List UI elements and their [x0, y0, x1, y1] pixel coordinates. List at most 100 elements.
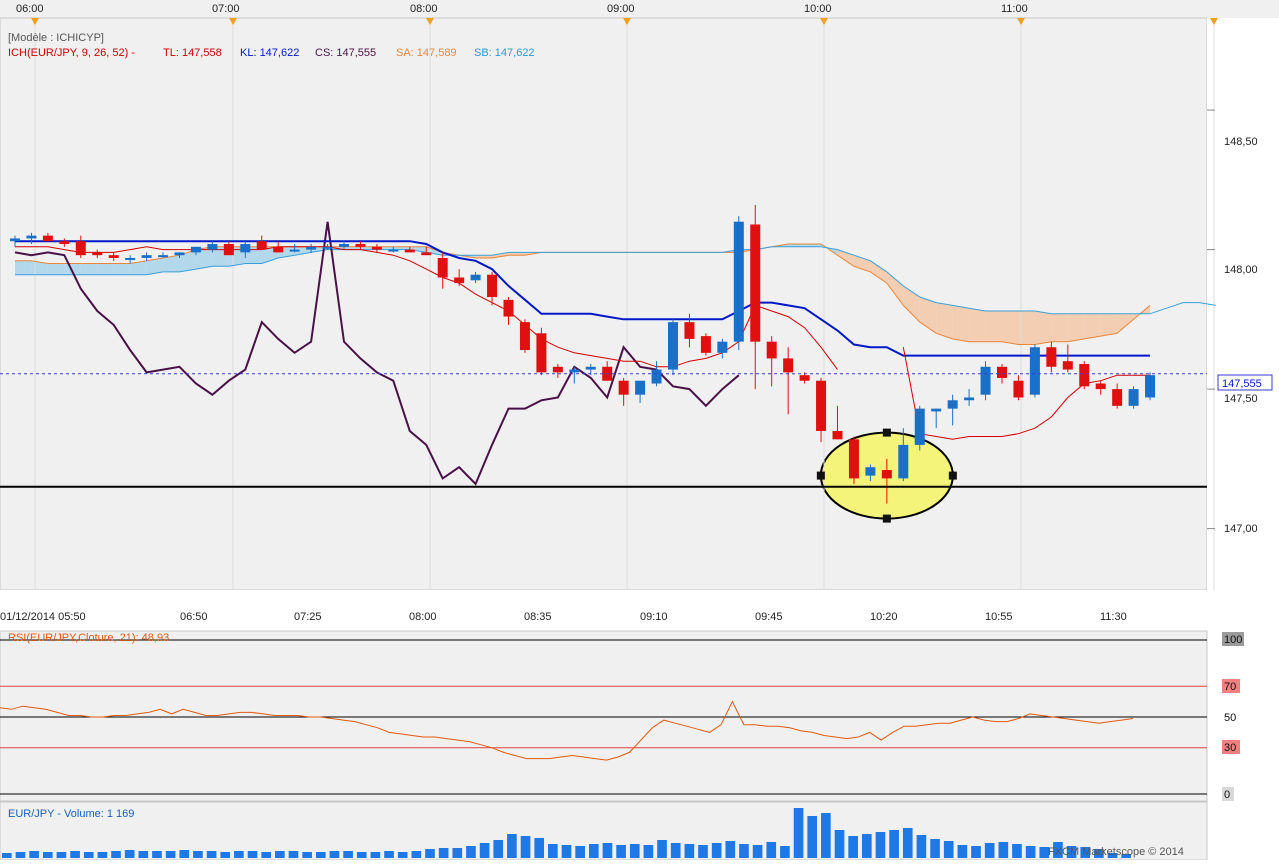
candle-body [125, 257, 136, 260]
ichimoku-cloud-segment [1133, 305, 1151, 320]
candle-body [503, 299, 514, 317]
candle-body [766, 341, 777, 359]
candle-body [733, 221, 744, 342]
volume-bar [861, 834, 872, 858]
candle-body [174, 252, 185, 256]
volume-bar [493, 840, 504, 858]
volume-bar [657, 840, 667, 858]
rsi-level-100-box [1222, 632, 1244, 646]
ichimoku-cloud-segment [837, 249, 854, 267]
candle-body [371, 246, 382, 250]
candle-body [1029, 347, 1040, 395]
candle-body [59, 241, 70, 245]
candle-body [289, 249, 300, 252]
candle-body [585, 366, 596, 370]
candle-body [388, 249, 399, 252]
volume-bar [1066, 846, 1077, 858]
candle-body [437, 257, 448, 278]
volume-bar [411, 851, 422, 858]
ichimoku-cloud-segment [919, 297, 937, 334]
volume-bar [315, 852, 326, 858]
ichimoku-cloud-segment [804, 244, 822, 247]
volume-title: EUR/JPY - Volume: 1 169 [8, 808, 134, 820]
price-tick-14850: 148,50 [1224, 136, 1258, 148]
candle-body [881, 470, 892, 479]
legend-tenkan: TL: 147,558 [163, 47, 222, 59]
candle-body [717, 341, 728, 353]
price-tick-14750: 147,50 [1224, 393, 1258, 405]
volume-bar [1094, 849, 1104, 858]
price-tick-14800: 148,00 [1224, 264, 1258, 276]
ichimoku-cloud-segment [64, 263, 81, 275]
candle-body [1128, 389, 1139, 406]
candle-body [1046, 347, 1057, 367]
volume-bar [193, 851, 203, 858]
rsi-level-50: 50 [1224, 712, 1236, 724]
model-label: [Modèle : ICHICYP] [8, 32, 104, 44]
volume-bar [1121, 854, 1131, 858]
volume-bar [152, 851, 162, 858]
volume-bar [1025, 846, 1036, 858]
ichimoku-cloud-segment [1034, 310, 1052, 345]
ichimoku-cloud-segment [1018, 310, 1035, 345]
volume-bar [438, 848, 449, 858]
candle-body [865, 467, 876, 476]
volume-bar [629, 844, 640, 858]
volume-bar [370, 852, 381, 858]
volume-bar [711, 843, 722, 858]
volume-bar [766, 842, 777, 858]
candle-body [190, 246, 201, 253]
candle-body [931, 408, 942, 412]
volume-bar [70, 851, 80, 858]
rsi-line [0, 700, 1134, 761]
volume-bar [889, 830, 899, 858]
candle-body [92, 252, 103, 256]
volume-bar [534, 838, 545, 858]
candle-body [240, 244, 251, 253]
volume-bar [520, 836, 531, 858]
volume-bar [1080, 847, 1091, 858]
volume-bar [602, 843, 613, 858]
volume-bar [124, 850, 135, 858]
time-label-0800: 08:00 [409, 611, 437, 623]
volume-bar [575, 846, 585, 858]
ichimoku-cloud-segment [936, 302, 953, 339]
volume-bar [971, 846, 981, 858]
volume-bar [902, 828, 913, 858]
hour-label-0600: 06:00 [16, 3, 44, 15]
candle-body [1062, 361, 1073, 370]
candle-body [10, 238, 20, 242]
volume-bar [384, 851, 394, 858]
volume-bar [739, 844, 749, 858]
candle-body [1145, 375, 1156, 398]
volume-bar [15, 852, 26, 858]
candle-body [964, 397, 975, 401]
hour-label-0700: 07:00 [212, 3, 240, 15]
price-tick-14700: 147,00 [1224, 523, 1258, 535]
top-time-strip [0, 0, 1279, 18]
volume-bar [356, 852, 367, 858]
volume-bar [848, 836, 858, 858]
candle-body [569, 369, 580, 373]
volume-bar [206, 851, 217, 858]
candle-body [783, 358, 794, 373]
candle-body [1095, 383, 1106, 390]
volume-bar [793, 808, 804, 858]
volume-bar [807, 816, 818, 858]
volume-bar [984, 843, 995, 858]
ichimoku-cloud-segment [870, 260, 887, 284]
ichimoku-cloud-segment [47, 263, 65, 275]
volume-bar [329, 851, 340, 858]
candle-body [26, 235, 37, 239]
time-label-0945: 09:45 [755, 611, 783, 623]
volume-bar [220, 852, 231, 858]
price-panel-background [0, 17, 1208, 591]
ichimoku-cloud-segment [969, 308, 986, 342]
hour-marker [623, 18, 631, 25]
ichimoku-cloud-segment [475, 255, 493, 258]
volume-bar [234, 851, 244, 858]
candle-body [404, 249, 415, 253]
ichimoku-cloud-segment [409, 246, 427, 253]
volume-bar [138, 851, 149, 858]
